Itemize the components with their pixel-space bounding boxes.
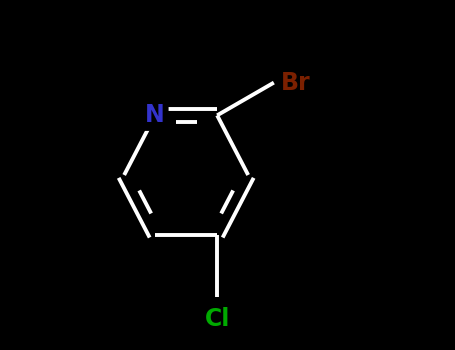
Text: Br: Br	[281, 71, 310, 94]
Text: Cl: Cl	[204, 307, 230, 331]
Text: N: N	[145, 103, 165, 127]
